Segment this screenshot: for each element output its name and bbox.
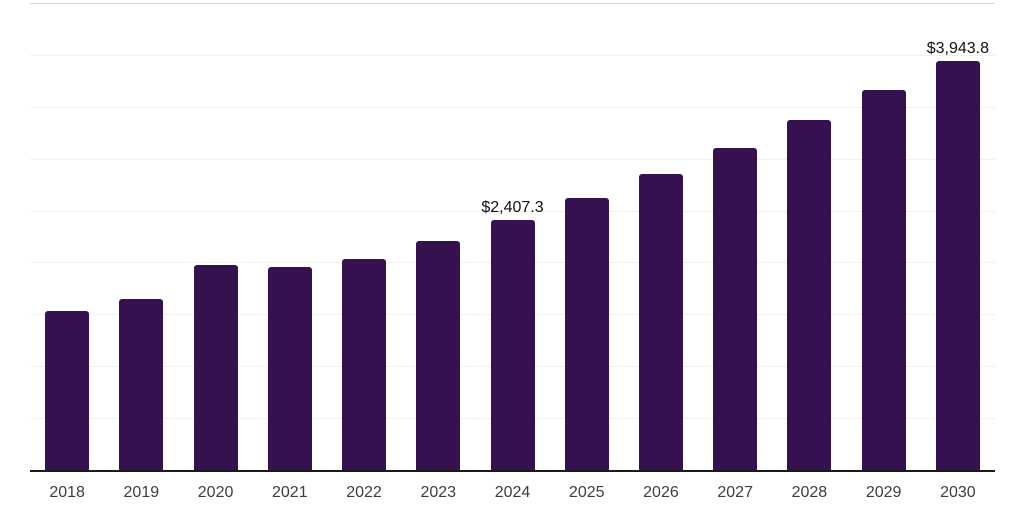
bar-2029 — [861, 90, 906, 470]
x-tick-label-2020: 2020 — [197, 484, 234, 501]
x-tick-label-2026: 2026 — [643, 484, 679, 501]
bar-2022 — [342, 259, 387, 470]
x-tick-label-2018: 2018 — [49, 484, 85, 501]
gridline — [30, 158, 995, 160]
bar-2025 — [564, 197, 609, 470]
bar-value-label-2024: $2,407.3 — [481, 199, 544, 217]
x-tick-label-2023: 2023 — [420, 484, 457, 501]
x-axis-line — [30, 470, 995, 472]
x-tick-label-2030: 2030 — [940, 484, 976, 501]
bar-2020 — [193, 265, 238, 470]
x-tick-label-2028: 2028 — [791, 484, 828, 501]
bar-2026 — [638, 173, 683, 470]
bar-2019 — [119, 298, 164, 470]
x-tick-label-2022: 2022 — [346, 484, 382, 501]
bar-2023 — [416, 241, 461, 470]
bar-2027 — [713, 147, 758, 470]
gridline — [30, 106, 995, 108]
bar-2028 — [787, 119, 832, 470]
gridline — [30, 3, 995, 4]
x-tick-label-2021: 2021 — [272, 484, 308, 501]
x-tick-label-2019: 2019 — [123, 484, 160, 501]
gridline — [30, 54, 995, 56]
x-tick-label-2024: 2024 — [494, 484, 531, 501]
gridline — [30, 210, 995, 212]
x-tick-label-2025: 2025 — [568, 484, 605, 501]
x-tick-label-2027: 2027 — [717, 484, 753, 501]
bar-2021 — [267, 267, 312, 470]
x-tick-label-2029: 2029 — [865, 484, 902, 501]
bar-2024 — [490, 220, 535, 470]
bar-2018 — [45, 310, 90, 470]
bar-2030 — [935, 60, 980, 470]
bar-value-label-2030: $3,943.8 — [926, 39, 990, 57]
